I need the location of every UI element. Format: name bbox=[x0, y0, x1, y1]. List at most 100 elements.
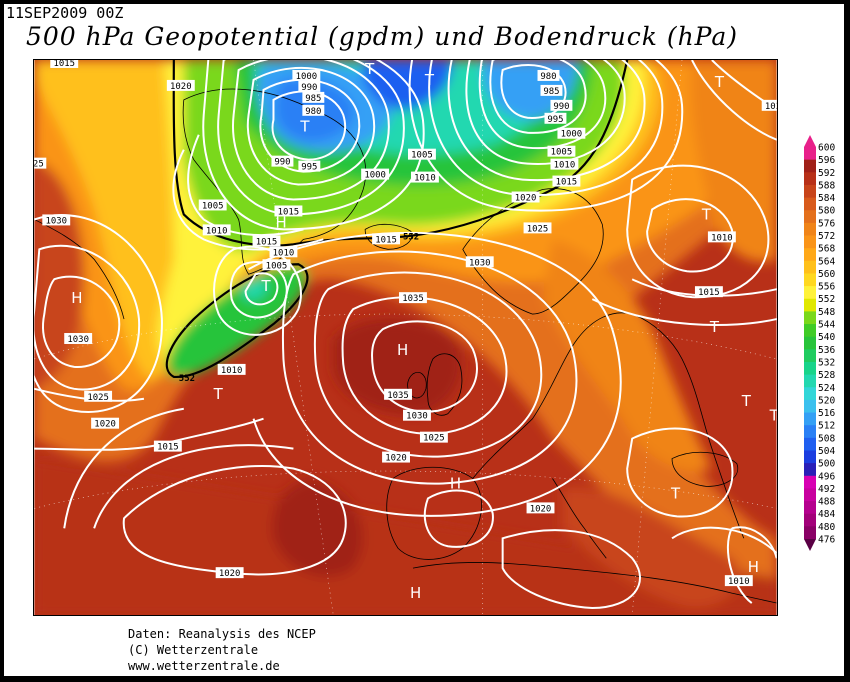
pressure-label-37: 1025 bbox=[84, 390, 113, 403]
credit-copyright: (C) Wetterzentrale bbox=[128, 643, 259, 657]
svg-text:985: 985 bbox=[305, 94, 321, 104]
colorbar-label-500: 500 bbox=[818, 459, 835, 470]
svg-text:1010: 1010 bbox=[554, 161, 576, 171]
colorbar-label-516: 516 bbox=[818, 408, 835, 419]
center-low-7: T bbox=[701, 205, 712, 223]
center-low-1: T bbox=[364, 60, 375, 78]
svg-text:1005: 1005 bbox=[551, 148, 573, 158]
svg-text:1015: 1015 bbox=[375, 235, 397, 245]
svg-text:1020: 1020 bbox=[515, 193, 537, 203]
colorbar-label-476: 476 bbox=[818, 535, 835, 546]
colorbar-cell-516 bbox=[804, 412, 816, 426]
center-high-6: H bbox=[748, 558, 759, 576]
colorbar-cell-488 bbox=[804, 501, 816, 515]
colorbar-label-524: 524 bbox=[818, 383, 835, 394]
svg-text:1035: 1035 bbox=[387, 391, 409, 401]
colorbar-label-584: 584 bbox=[818, 193, 835, 204]
svg-text:985: 985 bbox=[543, 87, 559, 97]
colorbar-label-536: 536 bbox=[818, 345, 835, 356]
svg-text:25: 25 bbox=[33, 160, 44, 170]
colorbar-label-520: 520 bbox=[818, 395, 835, 406]
colorbar-cell-536 bbox=[804, 349, 816, 363]
svg-text:1015: 1015 bbox=[278, 207, 300, 217]
pressure-label-21: 1025 bbox=[523, 222, 552, 234]
svg-text:1010: 1010 bbox=[221, 366, 243, 376]
pressure-label-46: 1020 bbox=[215, 567, 244, 579]
pressure-label-42: 1020 bbox=[526, 502, 555, 514]
colorbar-label-496: 496 bbox=[818, 471, 835, 482]
colorbar-label-544: 544 bbox=[818, 320, 835, 331]
colorbar-label-568: 568 bbox=[818, 244, 835, 255]
svg-text:1000: 1000 bbox=[364, 171, 386, 181]
center-low-3: T bbox=[299, 118, 310, 136]
colorbar-cell-484 bbox=[804, 513, 816, 527]
svg-text:1035: 1035 bbox=[402, 294, 424, 304]
geopotential-label-2: 552 bbox=[179, 374, 195, 384]
pressure-label-12: 980 bbox=[537, 69, 560, 82]
colorbar-label-548: 548 bbox=[818, 307, 835, 318]
pressure-label-36: 1030 bbox=[465, 256, 494, 268]
colorbar-label-488: 488 bbox=[818, 497, 835, 508]
pressure-label-9: 1000 bbox=[361, 168, 390, 181]
colorbar-label-576: 576 bbox=[818, 218, 835, 229]
colorbar-cell-584 bbox=[804, 197, 816, 211]
pressure-label-33: 1035 bbox=[384, 388, 412, 401]
center-low-2: T bbox=[424, 71, 435, 89]
svg-text:1015: 1015 bbox=[698, 288, 720, 298]
pressure-centers: T T T T H T H H T T H T T T H H T bbox=[71, 60, 776, 602]
pressure-label-18: 1010 bbox=[550, 158, 579, 171]
svg-text:1020: 1020 bbox=[530, 504, 552, 514]
svg-text:995: 995 bbox=[301, 163, 317, 173]
colorbar-cell-564 bbox=[804, 260, 816, 274]
colorbar-cell-500 bbox=[804, 463, 816, 477]
pressure-label-39: 1015 bbox=[153, 440, 182, 453]
pressure-label-group: 1015 1020 1000 990 985 980 990 995 1000 … bbox=[33, 59, 777, 587]
colorbar-cell-556 bbox=[804, 286, 816, 300]
center-high-1: H bbox=[275, 213, 286, 231]
colorbar-label-580: 580 bbox=[818, 206, 835, 217]
svg-text:1015: 1015 bbox=[157, 443, 179, 453]
svg-text:1025: 1025 bbox=[527, 224, 549, 234]
center-low-8: T bbox=[709, 318, 720, 336]
colorbar-cell-600 bbox=[804, 147, 816, 161]
pressure-label-47: 1010 bbox=[707, 231, 736, 243]
svg-text:980: 980 bbox=[305, 107, 321, 117]
pressure-label-27: 1010 bbox=[269, 246, 298, 258]
svg-text:1015: 1015 bbox=[53, 59, 75, 69]
pressure-label-2: 1020 bbox=[166, 79, 195, 92]
pressure-label-25: 1015 bbox=[274, 205, 303, 217]
colorbar-label-540: 540 bbox=[818, 332, 835, 343]
map-title: 500 hPa Geopotential (gpdm) und Bodendru… bbox=[26, 22, 739, 51]
svg-text:990: 990 bbox=[301, 83, 317, 93]
geopotential-label-1: 552 bbox=[403, 232, 419, 242]
svg-text:1030: 1030 bbox=[45, 216, 67, 226]
svg-text:1030: 1030 bbox=[406, 412, 428, 422]
pressure-label-14: 990 bbox=[550, 99, 573, 112]
pressure-label-26: 1015 bbox=[252, 235, 281, 247]
colorbar-cell-512 bbox=[804, 425, 816, 439]
colorbar-cell-596 bbox=[804, 159, 816, 173]
svg-text:990: 990 bbox=[553, 102, 569, 112]
colorbar-label-552: 552 bbox=[818, 294, 835, 305]
pressure-label-13: 985 bbox=[540, 84, 563, 97]
colorbar-label-572: 572 bbox=[818, 231, 835, 242]
pressure-label-23: 1005 bbox=[198, 199, 227, 211]
colorbar-label-508: 508 bbox=[818, 433, 835, 444]
pressure-label-5: 985 bbox=[302, 91, 325, 104]
pressure-label-17: 1005 bbox=[547, 145, 576, 158]
colorbar-bottom-arrow bbox=[804, 539, 816, 551]
pressure-label-16: 1000 bbox=[557, 127, 586, 140]
svg-text:1020: 1020 bbox=[170, 82, 192, 92]
svg-text:1000: 1000 bbox=[296, 72, 318, 82]
colorbar-cell-548 bbox=[804, 311, 816, 325]
center-low-6: T bbox=[213, 385, 224, 403]
pressure-label-38: 1020 bbox=[91, 417, 120, 430]
credit-website[interactable]: www.wetterzentrale.de bbox=[128, 659, 280, 673]
pressure-label-11: 1010 bbox=[410, 171, 439, 184]
colorbar-label-600: 600 bbox=[818, 143, 835, 154]
svg-text:1005: 1005 bbox=[411, 151, 433, 161]
center-high-5: H bbox=[410, 584, 421, 602]
svg-text:1000: 1000 bbox=[561, 130, 583, 140]
